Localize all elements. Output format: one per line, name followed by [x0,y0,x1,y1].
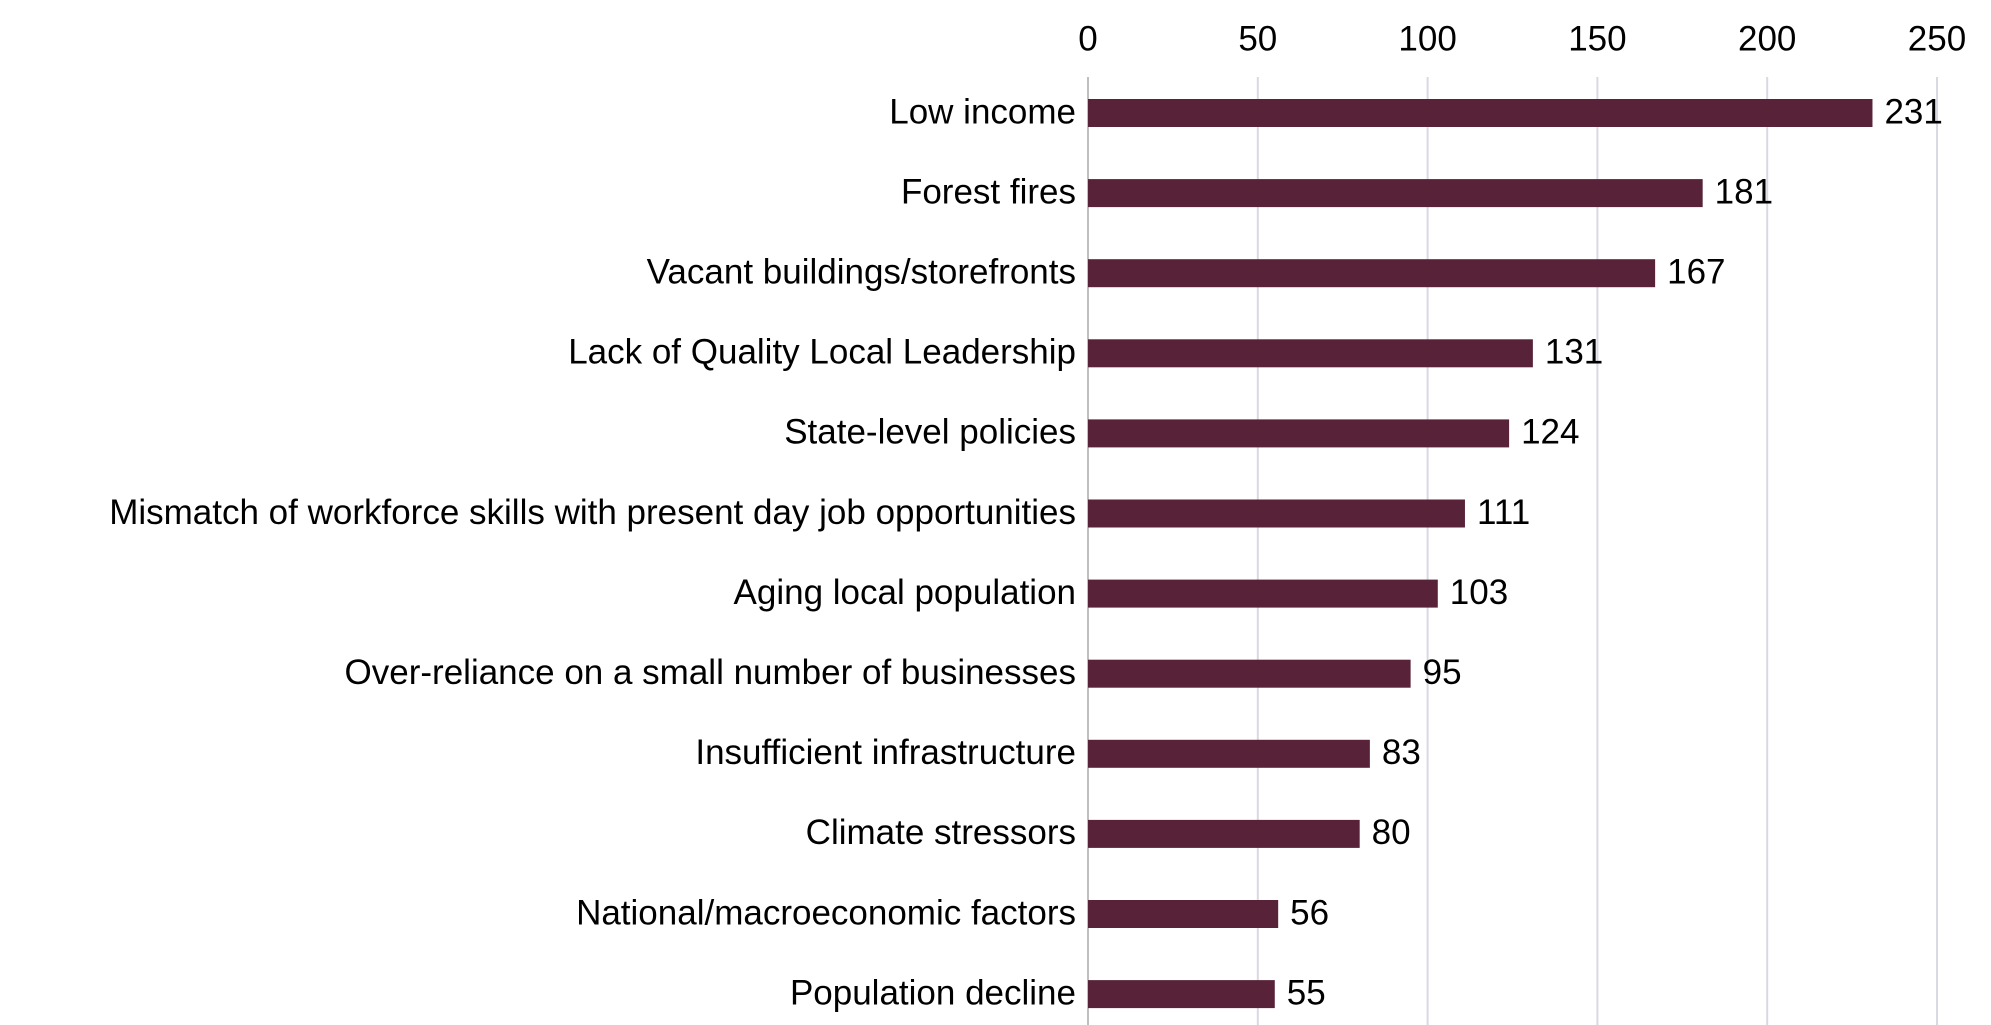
y-tick-label: Aging local population [734,573,1076,612]
y-tick-label: Climate stressors [806,813,1076,852]
x-tick-label: 50 [1238,19,1277,58]
value-label: 80 [1372,813,1411,852]
value-label: 111 [1477,493,1530,532]
bar [1088,739,1370,768]
bar [1088,579,1438,608]
value-label: 231 [1884,92,1942,131]
x-tick-label: 0 [1078,19,1097,58]
y-tick-label: National/macroeconomic factors [576,893,1076,932]
x-tick-label: 100 [1398,19,1456,58]
bar [1088,259,1656,288]
x-tick-label: 200 [1738,19,1796,58]
x-tick-label: 250 [1908,19,1966,58]
y-tick-label: Vacant buildings/storefronts [647,252,1076,291]
bar [1088,900,1279,928]
bar [1088,819,1360,848]
bar [1088,339,1533,368]
y-tick-label: Over-reliance on a small number of busin… [345,653,1076,692]
bar [1088,179,1703,208]
y-tick-label: Forest fires [901,172,1076,211]
value-label: 83 [1382,733,1421,772]
value-label: 181 [1715,172,1773,211]
y-tick-label: Insufficient infrastructure [695,733,1076,772]
y-tick-label: Lack of Quality Local Leadership [568,333,1076,372]
value-label: 95 [1423,653,1462,692]
y-tick-label: State-level policies [784,413,1076,452]
y-tick-label: Population decline [790,973,1076,1012]
bar [1088,659,1411,688]
bar [1088,99,1873,127]
value-label: 124 [1521,413,1579,452]
value-label: 56 [1290,893,1329,932]
value-label: 167 [1667,252,1725,291]
value-label: 103 [1450,573,1508,612]
y-tick-label: Mismatch of workforce skills with presen… [109,493,1076,532]
value-label: 55 [1287,973,1326,1012]
y-tick-label: Low income [889,92,1076,131]
bar [1088,419,1510,448]
value-label: 131 [1545,333,1603,372]
bar [1088,980,1275,1009]
bar [1088,499,1465,528]
x-tick-label: 150 [1568,19,1626,58]
